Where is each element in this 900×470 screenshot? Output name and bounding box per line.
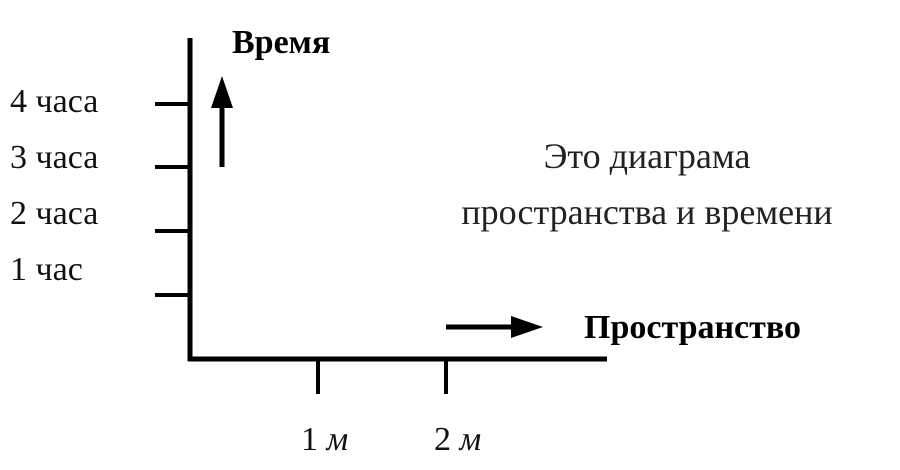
time-tick-label-4: 4 часа xyxy=(10,83,98,120)
space-tick-label-2: 2 м xyxy=(434,421,481,458)
diagram-note-line-1: Это диаграма xyxy=(544,136,751,176)
space-tick-label-1: 1 м xyxy=(301,421,348,458)
time-tick-label-3: 3 часа xyxy=(10,139,98,176)
time-arrow-icon xyxy=(211,76,233,167)
space-axis-title: Пространство xyxy=(584,309,801,346)
space-tick-unit-1: м xyxy=(326,421,349,458)
space-tick-number-2: 2 xyxy=(434,421,451,458)
time-axis-title: Время xyxy=(232,24,330,61)
diagram-note-line-2: пространства и времени xyxy=(461,192,832,232)
space-tick-unit-2: м xyxy=(459,421,482,458)
space-arrow-icon xyxy=(446,316,543,338)
time-tick-label-1: 1 час xyxy=(10,251,83,288)
time-tick-label-2: 2 часа xyxy=(10,195,98,232)
space-tick-number-1: 1 xyxy=(301,421,318,458)
